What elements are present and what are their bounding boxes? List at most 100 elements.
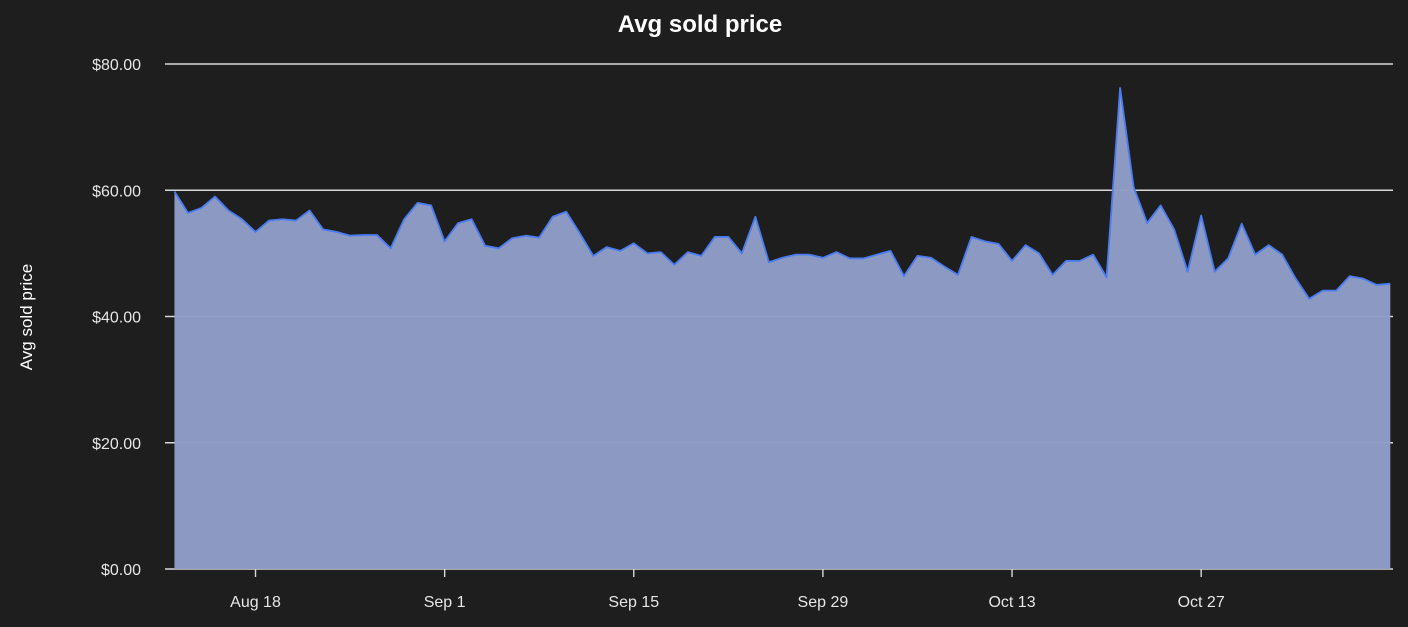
data-point[interactable] [213, 195, 217, 199]
data-point[interactable] [483, 244, 487, 248]
data-point[interactable] [551, 215, 555, 219]
data-point[interactable] [618, 249, 622, 253]
y-tick-label: $60.00 [92, 183, 141, 200]
data-point[interactable] [1091, 253, 1095, 257]
data-point[interactable] [983, 239, 987, 243]
data-point[interactable] [915, 254, 919, 258]
data-point[interactable] [780, 256, 784, 260]
data-point[interactable] [456, 221, 460, 225]
data-point[interactable] [416, 201, 420, 205]
data-point[interactable] [1226, 256, 1230, 260]
data-point[interactable] [537, 236, 541, 240]
data-point[interactable] [1348, 274, 1352, 278]
data-point[interactable] [1334, 289, 1338, 293]
data-point[interactable] [281, 217, 285, 221]
data-point[interactable] [1118, 86, 1122, 90]
data-point[interactable] [672, 263, 676, 267]
data-point[interactable] [294, 219, 298, 223]
data-point[interactable] [848, 256, 852, 260]
data-point[interactable] [740, 251, 744, 255]
data-point[interactable] [1199, 214, 1203, 218]
data-point[interactable] [645, 251, 649, 255]
data-point[interactable] [807, 253, 811, 257]
data-point[interactable] [821, 256, 825, 260]
data-point[interactable] [1280, 253, 1284, 257]
data-point[interactable] [348, 234, 352, 238]
data-point[interactable] [605, 245, 609, 249]
data-point[interactable] [254, 230, 258, 234]
data-point[interactable] [240, 217, 244, 221]
data-point[interactable] [362, 233, 366, 237]
data-point[interactable] [308, 208, 312, 212]
data-point[interactable] [686, 250, 690, 254]
data-point[interactable] [524, 234, 528, 238]
data-point[interactable] [1375, 283, 1379, 287]
data-point[interactable] [1294, 277, 1298, 281]
data-point[interactable] [267, 219, 271, 223]
data-point[interactable] [443, 239, 447, 243]
data-point[interactable] [578, 231, 582, 235]
data-point[interactable] [929, 256, 933, 260]
data-point[interactable] [1037, 251, 1041, 255]
data-point[interactable] [888, 249, 892, 253]
data-point[interactable] [1145, 221, 1149, 225]
y-axis-label: Avg sold price [17, 264, 36, 370]
series-area-fill [174, 87, 1391, 570]
data-point[interactable] [1388, 282, 1392, 286]
data-point[interactable] [875, 253, 879, 257]
data-point[interactable] [1051, 273, 1055, 277]
data-point[interactable] [794, 253, 798, 257]
data-point[interactable] [1213, 270, 1217, 274]
data-point[interactable] [956, 273, 960, 277]
data-point[interactable] [1064, 259, 1068, 263]
data-point[interactable] [335, 230, 339, 234]
data-point[interactable] [713, 235, 717, 239]
data-point[interactable] [1321, 289, 1325, 293]
data-point[interactable] [942, 265, 946, 269]
data-point[interactable] [321, 227, 325, 231]
data-point[interactable] [659, 250, 663, 254]
data-point[interactable] [861, 256, 865, 260]
data-point[interactable] [172, 190, 176, 194]
data-point[interactable] [726, 235, 730, 239]
data-point[interactable] [997, 242, 1001, 246]
data-point[interactable] [186, 211, 190, 215]
data-point[interactable] [497, 246, 501, 250]
data-point[interactable] [1253, 253, 1257, 257]
data-point[interactable] [470, 217, 474, 221]
data-point[interactable] [389, 246, 393, 250]
data-point[interactable] [510, 236, 514, 240]
y-tick-label: $80.00 [92, 57, 141, 74]
data-point[interactable] [1240, 222, 1244, 226]
data-point[interactable] [767, 260, 771, 264]
data-point[interactable] [699, 254, 703, 258]
y-tick-label: $40.00 [92, 310, 141, 327]
data-point[interactable] [1024, 243, 1028, 247]
data-point[interactable] [1078, 259, 1082, 263]
data-point[interactable] [834, 250, 838, 254]
data-point[interactable] [375, 233, 379, 237]
data-point[interactable] [429, 203, 433, 207]
data-point[interactable] [226, 208, 230, 212]
data-point[interactable] [402, 217, 406, 221]
data-point[interactable] [1186, 270, 1190, 274]
data-point[interactable] [1010, 259, 1014, 263]
series-line [173, 87, 1391, 300]
data-point[interactable] [1361, 277, 1365, 281]
data-point[interactable] [1307, 297, 1311, 301]
data-point[interactable] [1132, 185, 1136, 189]
data-point[interactable] [753, 215, 757, 219]
data-point[interactable] [591, 254, 595, 258]
data-point[interactable] [1159, 203, 1163, 207]
data-point[interactable] [1172, 227, 1176, 231]
data-point[interactable] [564, 210, 568, 214]
data-point[interactable] [632, 241, 636, 245]
axes: $0.00 $20.00 $40.00 $60.00 $80.00 Aug 18 Sep 1… [92, 57, 1225, 611]
data-point[interactable] [1105, 275, 1109, 279]
data-point[interactable] [902, 274, 906, 278]
data-point[interactable] [1267, 243, 1271, 247]
data-point[interactable] [199, 206, 203, 210]
data-point[interactable] [970, 235, 974, 239]
